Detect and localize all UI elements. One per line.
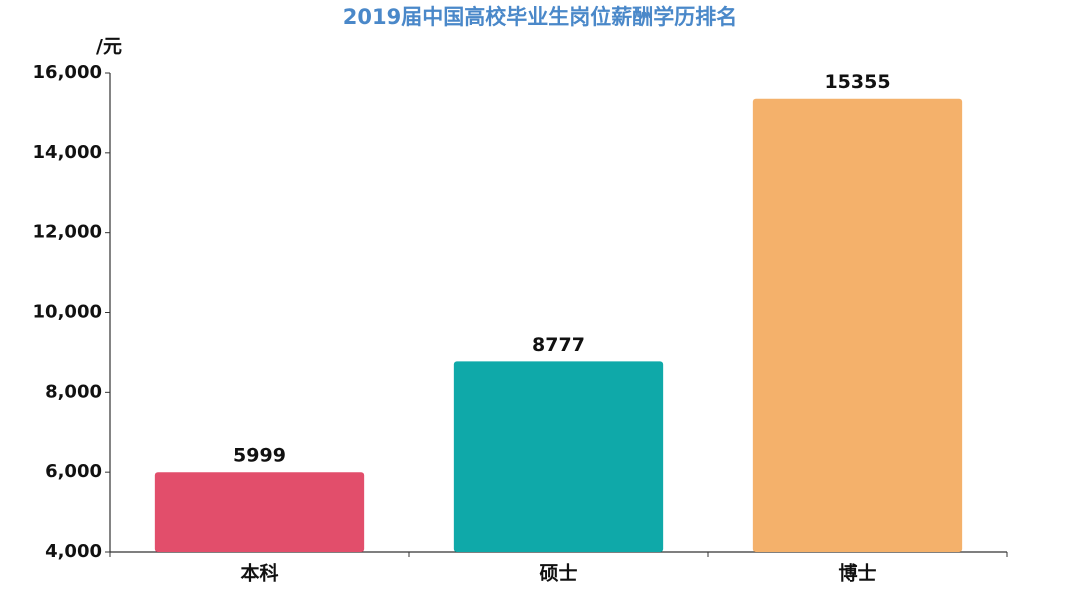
y-tick-label: 14,000	[33, 142, 102, 163]
bar	[453, 361, 664, 552]
y-tick-label: 6,000	[45, 461, 102, 482]
y-tick-label: 16,000	[33, 62, 102, 83]
y-tick-label: 10,000	[33, 302, 102, 323]
bar	[752, 98, 963, 552]
value-label: 8777	[532, 334, 585, 356]
x-tick-label: 博士	[838, 562, 876, 585]
y-tick-label: 12,000	[33, 222, 102, 243]
x-tick-label: 硕士	[539, 563, 577, 585]
y-tick-label: 4,000	[45, 541, 102, 562]
chart-title: 2019届中国高校毕业生岗位薪酬学历排名	[343, 5, 737, 29]
value-label: 5999	[233, 445, 286, 467]
y-axis-label: /元	[96, 36, 122, 58]
x-tick-label: 本科	[240, 562, 278, 585]
bar	[154, 472, 365, 552]
value-label: 15355	[824, 71, 890, 93]
y-tick-label: 8,000	[45, 381, 102, 402]
